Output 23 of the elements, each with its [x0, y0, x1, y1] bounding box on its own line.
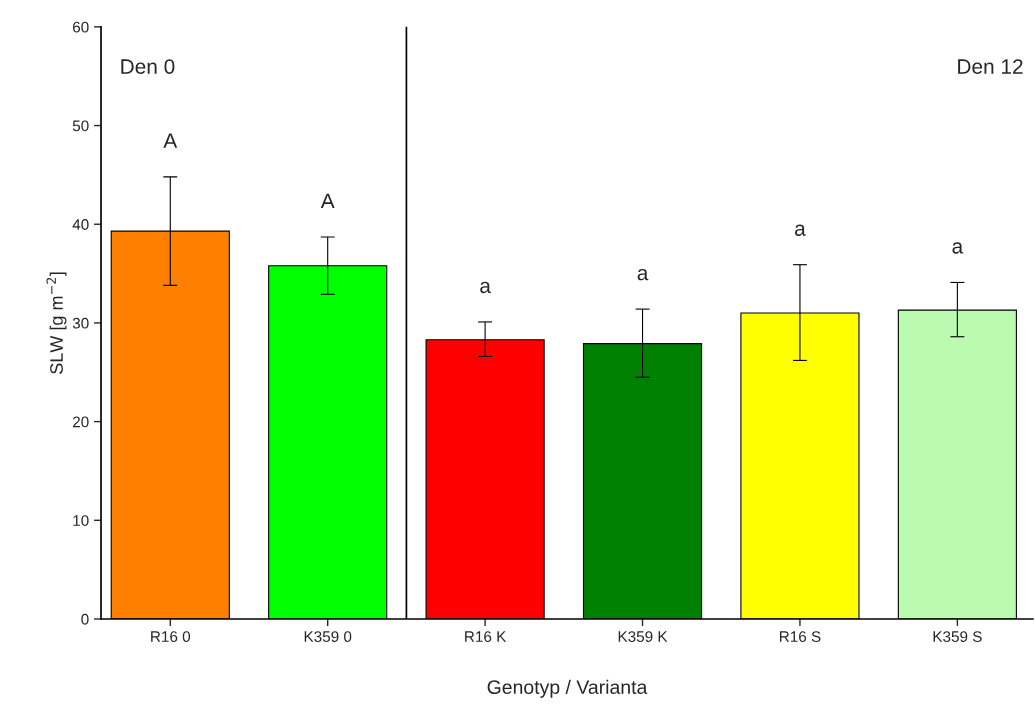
- x-tick-label: K359 K: [618, 631, 668, 643]
- y-tick-label: 10: [73, 515, 89, 526]
- annotation: A: [163, 133, 178, 148]
- annotation: a: [637, 268, 649, 281]
- y-tick-label: 60: [72, 21, 89, 33]
- y-axis-title: SLW [g m$^{−2}$]: [46, 272, 67, 374]
- annotation: a: [795, 224, 806, 236]
- x-tick-label: R16 0: [151, 631, 191, 643]
- y-tick-label: 40: [72, 219, 89, 230]
- annotation: a: [952, 242, 964, 254]
- annotation: A: [320, 193, 335, 209]
- annotation: a: [480, 281, 491, 294]
- x-tick-label: R16 K: [465, 631, 507, 643]
- x-tick-label: K359 S: [933, 631, 982, 643]
- annotation: Den 12: [958, 59, 1023, 74]
- y-tick-label: 30: [72, 317, 89, 329]
- y-tick-label: 20: [72, 416, 89, 428]
- y-tick-label: 50: [72, 120, 89, 132]
- x-axis-title: Genotyp / Varianta: [487, 679, 648, 698]
- x-tick-label: K359 0: [304, 631, 352, 643]
- x-tick-label: R16 S: [779, 631, 821, 643]
- annotation: Den 0: [121, 59, 175, 74]
- y-tick-label: 0: [81, 613, 89, 625]
